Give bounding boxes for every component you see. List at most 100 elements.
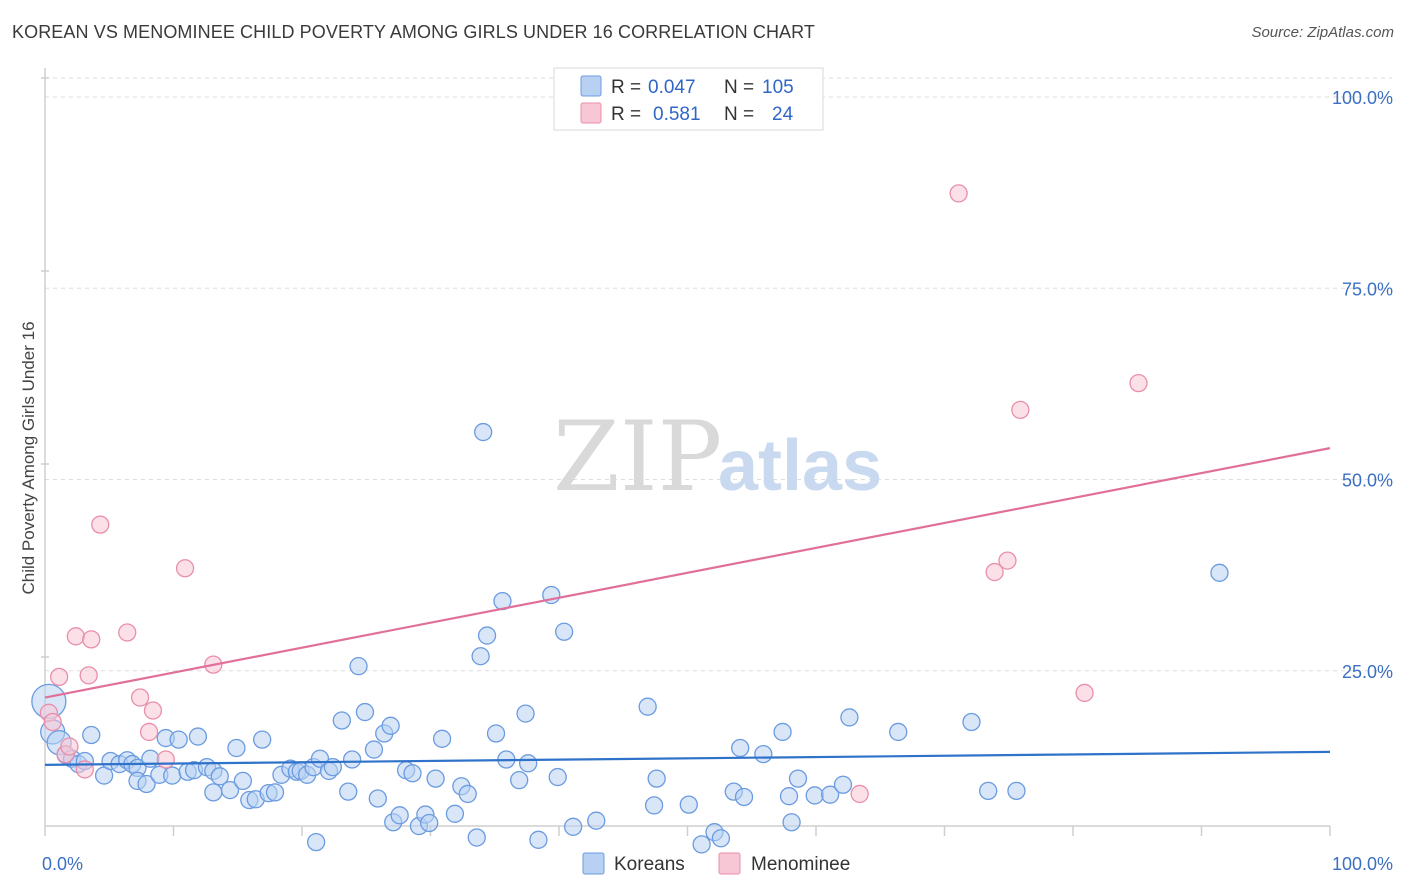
grid — [45, 77, 1392, 672]
korean-point — [233, 771, 253, 791]
korean-point — [510, 770, 529, 790]
korean-point — [773, 722, 792, 742]
korean-point — [204, 783, 223, 802]
bottom-legend-label-koreans: Koreans — [614, 854, 685, 875]
korean-point — [833, 775, 853, 794]
korean-point — [692, 835, 711, 854]
trend-line-menominee — [44, 447, 1331, 699]
y-tick-label-50: 50.0% — [1342, 471, 1393, 491]
trend-line-koreans — [44, 750, 1331, 766]
legend-n-label-koreans: N = — [724, 77, 754, 98]
y-tick-label-75: 75.0% — [1342, 279, 1393, 299]
menominee-point — [60, 737, 79, 756]
menominee-point — [139, 722, 159, 742]
legend-swatch-koreans — [580, 75, 602, 97]
korean-point — [381, 716, 400, 735]
menominee-point — [143, 701, 163, 720]
korean-point — [220, 780, 240, 800]
korean-point — [467, 828, 486, 847]
menominee-point — [49, 667, 69, 687]
korean-point — [529, 830, 548, 849]
legend-swatch-menominee — [580, 102, 602, 124]
korean-point — [332, 711, 351, 730]
korean-point — [355, 702, 375, 722]
korean-point — [820, 785, 840, 804]
korean-point — [426, 769, 445, 788]
menominee-point — [1075, 683, 1094, 703]
korean-point — [210, 767, 229, 786]
korean-point — [638, 697, 657, 716]
watermark-zip: ZIP — [553, 401, 722, 513]
korean-point — [1007, 781, 1026, 801]
legend-r-label-menominee: R = — [611, 104, 641, 125]
y-axis-title: Child Poverty Among Girls Under 16 — [19, 321, 38, 594]
menominee-point — [156, 750, 175, 769]
chart-title: KOREAN VS MENOMINEE CHILD POVERTY AMONG … — [12, 22, 816, 42]
korean-point — [188, 727, 208, 746]
korean-point — [137, 774, 156, 794]
korean-point — [486, 724, 506, 743]
korean-point — [563, 817, 583, 836]
bottom-legend: Koreans Menominee — [582, 852, 850, 875]
watermark: ZIP atlas — [553, 401, 882, 513]
menominee-point — [850, 784, 869, 804]
legend-r-label-koreans: R = — [611, 77, 641, 98]
legend-r-value-menominee: 0.581 — [653, 104, 701, 125]
korean-point — [805, 786, 824, 805]
korean-point — [734, 787, 754, 807]
korean-point — [840, 708, 859, 727]
y-tick-label-25: 25.0% — [1342, 662, 1393, 682]
korean-point — [889, 722, 908, 742]
legend: R = 0.047 N = 105 R = 0.581 N = 24 — [553, 67, 824, 131]
korean-point — [962, 712, 981, 732]
y-tick-labels: 25.0% 50.0% 75.0% 100.0% — [1332, 88, 1393, 682]
x-tick-label-0: 0.0% — [42, 854, 83, 874]
korean-point — [253, 730, 272, 749]
korean-point — [265, 783, 285, 802]
legend-n-value-menominee: 24 — [772, 104, 794, 125]
korean-point — [349, 657, 368, 676]
korean-point — [679, 795, 698, 814]
korean-point — [1210, 563, 1229, 582]
korean-point — [403, 764, 422, 783]
korean-point — [731, 738, 750, 758]
korean-point — [554, 622, 574, 641]
korean-point — [711, 829, 731, 848]
korean-point — [432, 729, 452, 748]
korean-point — [754, 744, 773, 764]
trend-lines — [44, 447, 1331, 766]
korean-point — [474, 422, 493, 442]
korean-point — [644, 796, 664, 815]
chart-source: Source: ZipAtlas.com — [1251, 24, 1394, 41]
korean-point — [364, 740, 384, 759]
legend-r-value-koreans: 0.047 — [648, 77, 696, 98]
menominee-point — [82, 630, 101, 649]
bottom-legend-swatch-menominee — [718, 852, 741, 875]
menominee-point — [949, 184, 968, 203]
x-tick-label-100: 100.0% — [1332, 854, 1393, 874]
bottom-legend-label-menominee: Menominee — [751, 854, 850, 875]
korean-point — [390, 806, 409, 825]
korean-point — [458, 784, 477, 804]
korean-point — [342, 750, 362, 769]
y-tick-label-100: 100.0% — [1332, 88, 1393, 108]
korean-point — [782, 813, 801, 832]
menominee-point — [1011, 400, 1030, 420]
korean-point — [548, 767, 567, 787]
menominee-point — [985, 562, 1004, 582]
legend-n-value-koreans: 105 — [762, 77, 794, 98]
menominee-point — [91, 515, 110, 534]
bottom-legend-swatch-koreans — [582, 852, 605, 875]
legend-n-label-menominee: N = — [724, 104, 754, 125]
series-menominee — [39, 184, 1148, 804]
menominee-point — [175, 559, 195, 578]
series-koreans — [31, 422, 1229, 854]
korean-point — [339, 782, 358, 801]
korean-point — [420, 813, 439, 833]
korean-point — [163, 766, 182, 785]
korean-point — [477, 626, 497, 645]
menominee-point — [998, 551, 1017, 570]
korean-point — [306, 832, 326, 852]
korean-point — [471, 647, 490, 666]
korean-point — [779, 787, 799, 806]
